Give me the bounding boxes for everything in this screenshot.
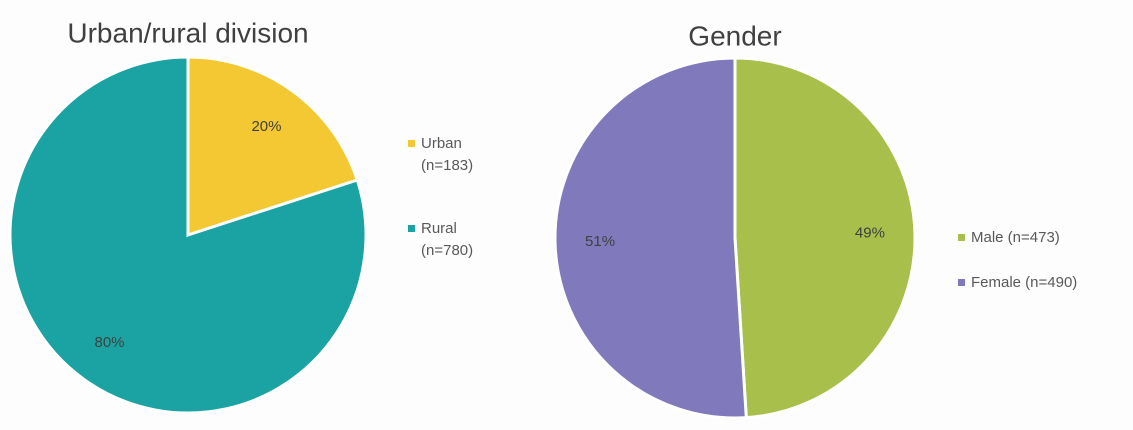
data-label: 20% bbox=[251, 118, 281, 135]
pie-slice bbox=[733, 56, 917, 420]
legend-item: Male (n=473) bbox=[958, 227, 1128, 249]
legend-label: Urban (n=183) bbox=[421, 135, 474, 174]
pie-slice bbox=[8, 55, 368, 415]
pie-slice bbox=[186, 55, 360, 238]
chart-title: Gender bbox=[688, 20, 781, 51]
data-label: 80% bbox=[95, 334, 125, 351]
data-label: 49% bbox=[855, 225, 885, 242]
legend-swatch bbox=[958, 234, 965, 241]
legend-label: Female (n=490) bbox=[971, 274, 1078, 291]
legend-item: Rural (n=780) bbox=[408, 218, 488, 262]
chart-title: Urban/rural division bbox=[67, 17, 308, 48]
legend-item: Urban (n=183) bbox=[408, 133, 488, 177]
legend-swatch bbox=[408, 140, 415, 147]
legend-label: Male (n=473) bbox=[971, 229, 1060, 246]
legend-label: Rural (n=780) bbox=[421, 220, 474, 259]
legend-swatch bbox=[408, 225, 415, 232]
data-label: 51% bbox=[585, 233, 615, 250]
pie-slice bbox=[553, 56, 748, 420]
legend-swatch bbox=[958, 279, 965, 286]
legend-item: Female (n=490) bbox=[958, 272, 1128, 294]
